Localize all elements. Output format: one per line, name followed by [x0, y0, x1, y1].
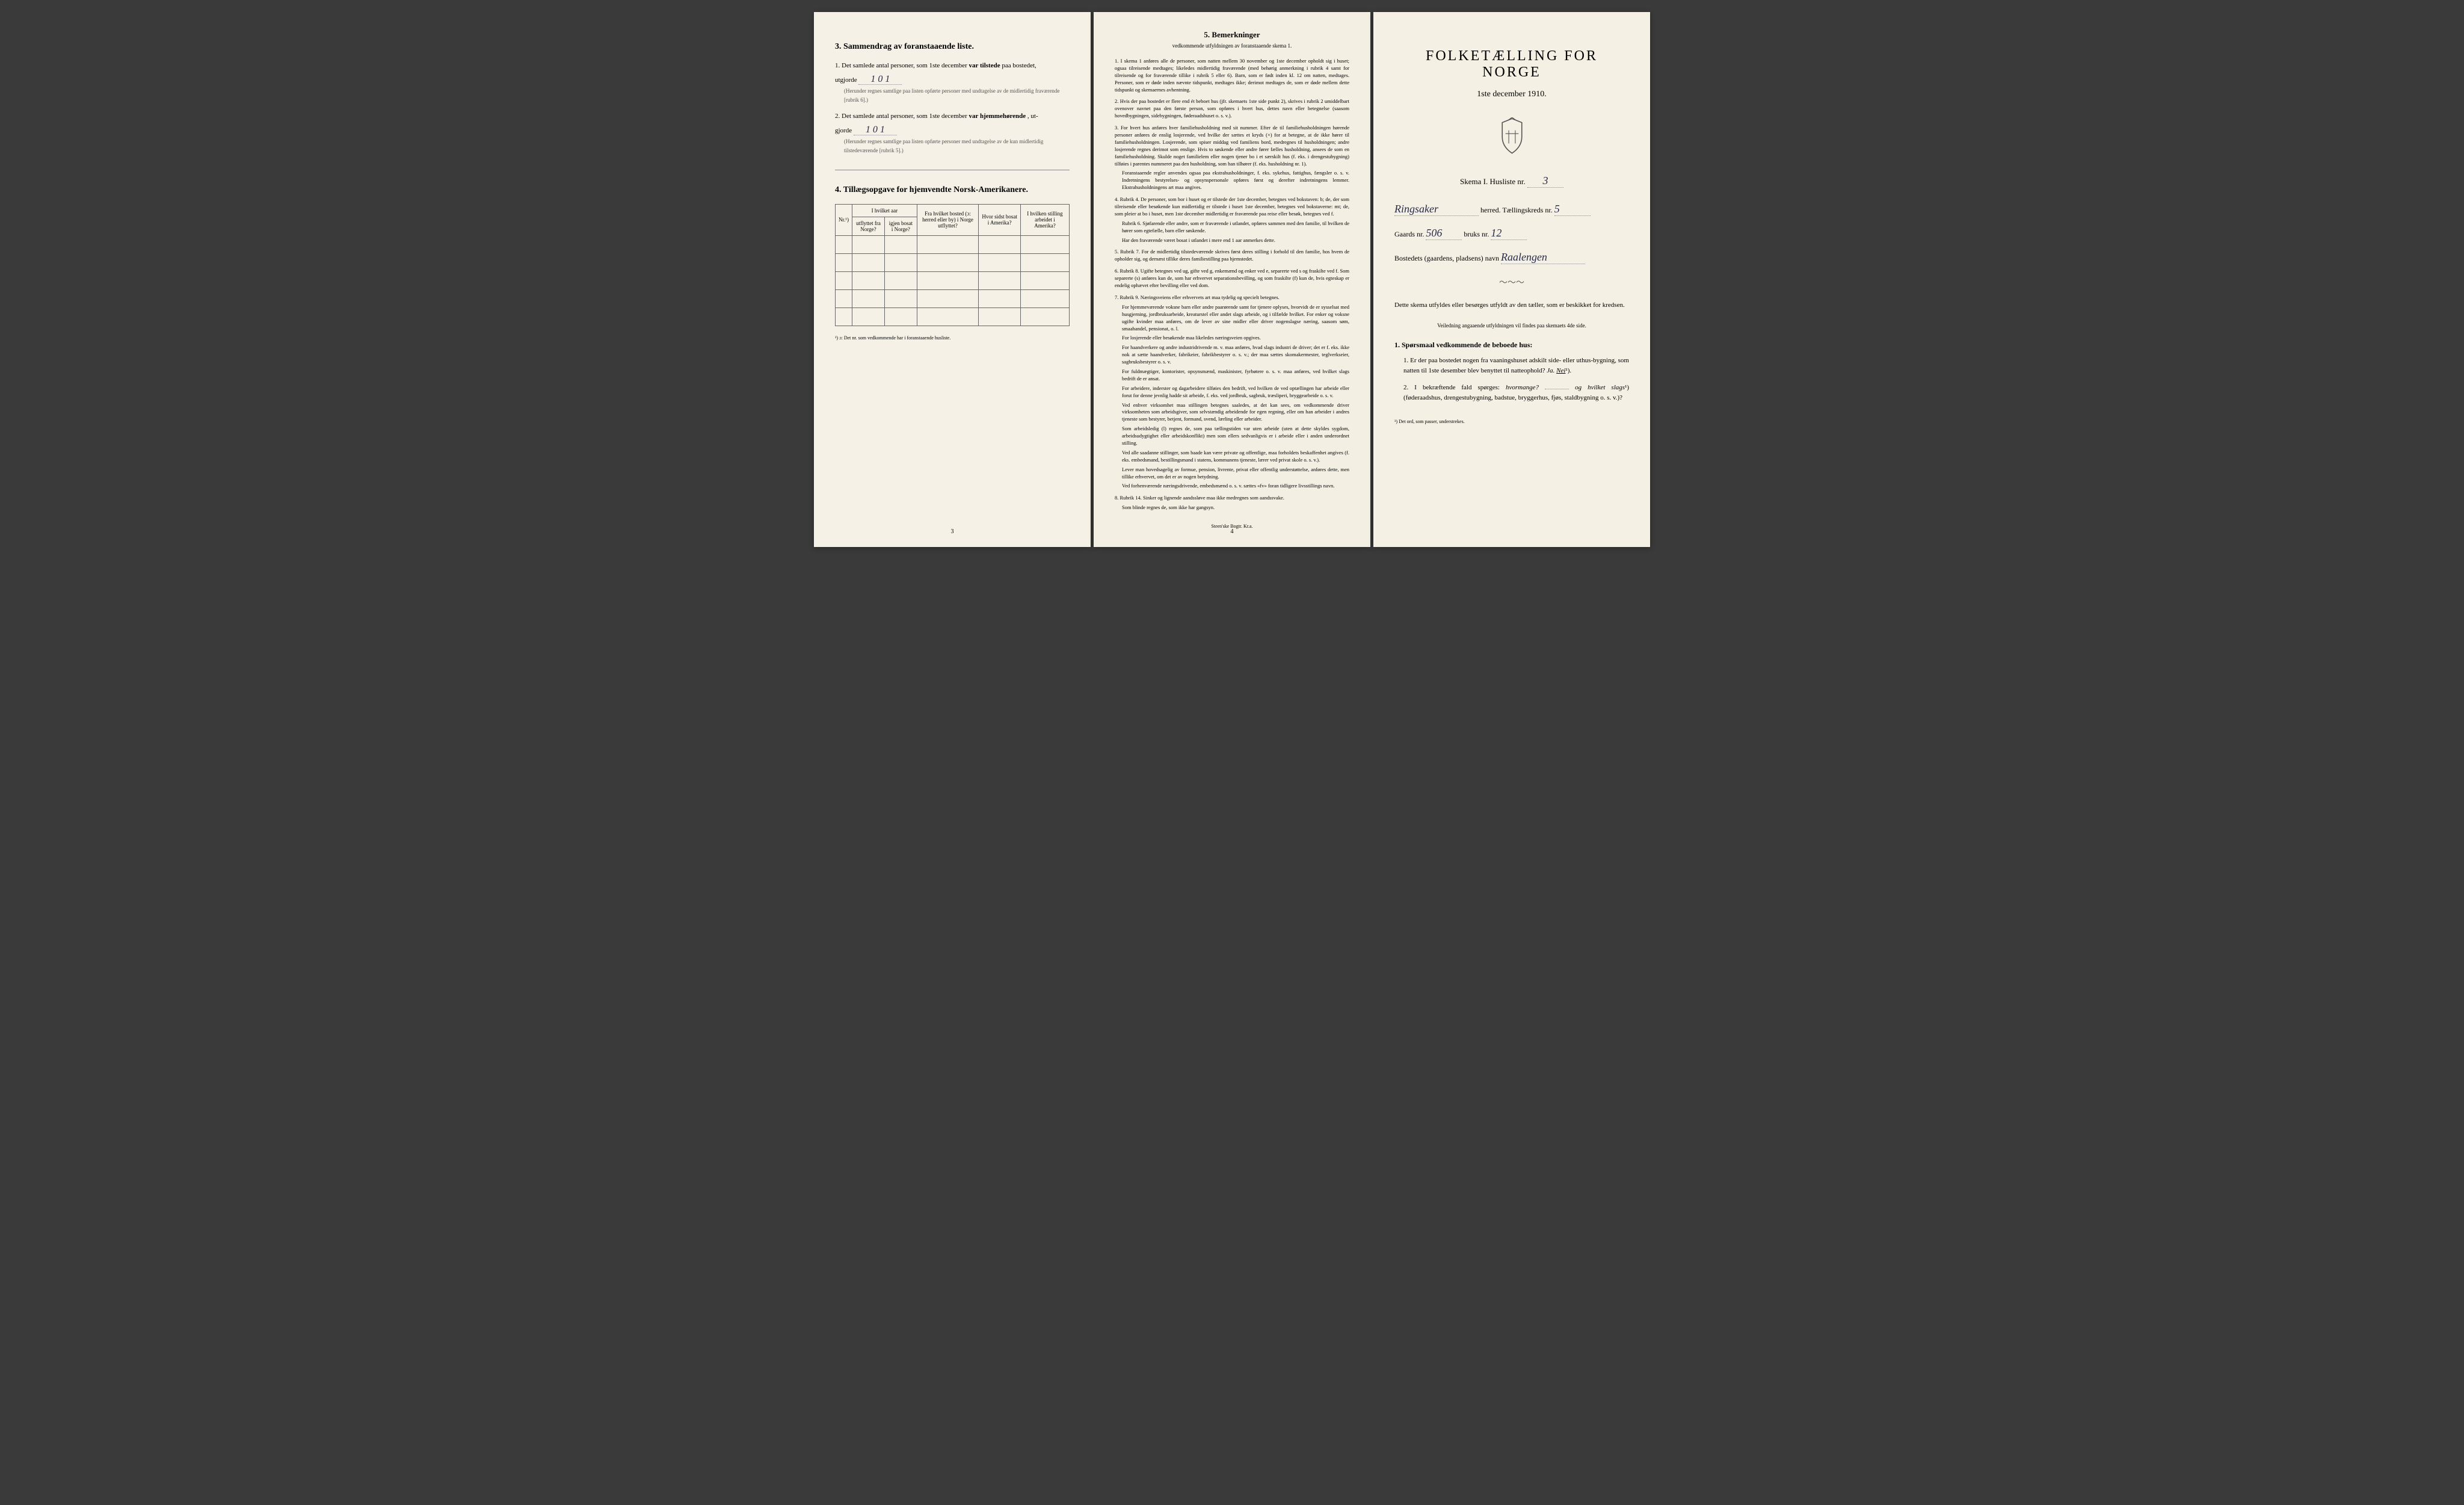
remark-sub: Lever man hovedsagelig av formue, pensio…	[1115, 466, 1349, 481]
q1-ja: Ja.	[1547, 367, 1554, 374]
item1: 1. Det samlede antal personer, som 1ste …	[835, 61, 1070, 104]
q1-nei: Nei	[1556, 367, 1565, 374]
th-aar: I hvilket aar	[852, 204, 917, 217]
remark-sub: For arbeidere, inderster og dagarbeidere…	[1115, 385, 1349, 400]
skema-line: Skema I. Husliste nr. 3	[1394, 175, 1629, 188]
q2-mid: og	[1575, 384, 1582, 391]
remark-item: 2. Hvis der paa bostedet er flere end ét…	[1115, 98, 1349, 120]
item1-prefix: 1. Det samlede antal personer, som 1ste …	[835, 62, 967, 69]
remark-sub: Som blinde regnes de, som ikke har gangs…	[1115, 504, 1349, 511]
crest-icon	[1495, 117, 1529, 156]
question-2: 2. I bekræftende fald spørges: hvormange…	[1403, 383, 1629, 404]
herred-label: herred. Tællingskreds nr.	[1480, 206, 1553, 214]
q1-text: Er der paa bostedet nogen fra vaaningshu…	[1403, 357, 1629, 375]
item2-value: 1 0 1	[854, 125, 897, 135]
remark-item: 6. Rubrik 8. Ugifte betegnes ved ug, gif…	[1115, 268, 1349, 289]
item2-note: (Herunder regnes samtlige paa listen opf…	[844, 137, 1070, 155]
remark-sub: For hjemmeværende voksne barn eller andr…	[1115, 304, 1349, 333]
item2-prefix: 2. Det samlede antal personer, som 1ste …	[835, 113, 967, 120]
footnote: ¹) Det ord, som passer, understrekes.	[1394, 419, 1629, 424]
page-num-1: 3	[951, 528, 954, 535]
remark-sub: For losjerende eller besøkende maa likel…	[1115, 335, 1349, 342]
remark-sub: For fuldmægtiger, kontorister, opsynsmæn…	[1115, 368, 1349, 383]
remark-item: 1. I skema 1 anføres alle de personer, s…	[1115, 58, 1349, 93]
census-document: 3. Sammendrag av foranstaaende liste. 1.…	[814, 12, 1650, 547]
section3-title: 3. Sammendrag av foranstaaende liste.	[835, 42, 1070, 52]
remark-sub: Ved alle saadanne stillinger, som baade …	[1115, 450, 1349, 464]
table-row	[836, 271, 1070, 289]
gaards-value: 506	[1426, 227, 1462, 240]
q2-text: I bekræftende fald spørges:	[1414, 384, 1500, 391]
kreds-value: 5	[1554, 203, 1591, 216]
remark-sub: Ved forhenværende næringsdrivende, embed…	[1115, 483, 1349, 490]
item1-bold: var tilstede	[969, 62, 1000, 69]
page-2: 5. Bemerkninger vedkommende utfyldningen…	[1094, 12, 1370, 547]
q1-num: 1.	[1403, 357, 1408, 364]
bosted-line: Bostedets (gaardens, pladsens) navn Raal…	[1394, 251, 1629, 264]
table-row	[836, 289, 1070, 307]
th-stilling: I hvilken stilling arbeidet i Amerika?	[1020, 204, 1069, 235]
remark-item: 8. Rubrik 14. Sinker og lignende aandssl…	[1115, 495, 1349, 511]
section5-title: 5. Bemerkninger	[1115, 30, 1349, 40]
q2-italic2: hvilket slags	[1588, 384, 1625, 391]
main-title: FOLKETÆLLING FOR NORGE	[1394, 48, 1629, 81]
skema-value: 3	[1527, 175, 1563, 188]
th-utflyttet: utflyttet fra Norge?	[852, 217, 884, 235]
remark-item: 4. Rubrik 4. De personer, som bor i huse…	[1115, 196, 1349, 244]
th-amerika: Hvor sidst bosat i Amerika?	[979, 204, 1021, 235]
remark-item: 3. For hvert hus anføres hver familiehus…	[1115, 125, 1349, 191]
gaards-line: Gaards nr. 506 bruks nr. 12	[1394, 227, 1629, 240]
page-1: 3. Sammendrag av foranstaaende liste. 1.…	[814, 12, 1091, 547]
item1-suffix: paa bostedet,	[1002, 62, 1036, 69]
q2-text2: (føderaadshus, drengestubygning, badstue…	[1403, 394, 1622, 401]
herred-value: Ringsaker	[1394, 203, 1479, 216]
th-bosat: igjen bosat i Norge?	[884, 217, 917, 235]
section5-subtitle: vedkommende utfyldningen av foranstaaend…	[1115, 43, 1349, 49]
remarks-list: 1. I skema 1 anføres alle de personer, s…	[1115, 58, 1349, 511]
table-row	[836, 307, 1070, 326]
item2-suffix: , ut-	[1027, 113, 1038, 120]
remark-sub: Har den fraværende været bosat i utlande…	[1115, 237, 1349, 244]
item2: 2. Det samlede antal personer, som 1ste …	[835, 111, 1070, 155]
item2-line2: gjorde	[835, 127, 852, 134]
instruction-small: Veiledning angaaende utfyldningen vil fi…	[1394, 323, 1629, 329]
bosted-label: Bostedets (gaardens, pladsens) navn	[1394, 254, 1499, 262]
skema-label: Skema I. Husliste nr.	[1460, 177, 1526, 186]
q1-header: 1. Spørsmaal vedkommende de beboede hus:	[1394, 341, 1629, 350]
q1-sup: ¹).	[1565, 367, 1571, 374]
coat-of-arms	[1394, 117, 1629, 159]
item2-bold: var hjemmehørende	[969, 113, 1026, 120]
table-row	[836, 235, 1070, 253]
gaards-label: Gaards nr.	[1394, 230, 1424, 238]
q2-italic1: hvormange?	[1506, 384, 1539, 391]
remark-sub: Som arbeidsledig (l) regnes de, som paa …	[1115, 425, 1349, 447]
amerikanere-table: Nr.¹) I hvilket aar Fra hvilket bosted (…	[835, 204, 1070, 326]
instruction: Dette skema utfyldes eller besørges utfy…	[1394, 300, 1629, 311]
page-num-2: 4	[1231, 528, 1234, 535]
section4-title: 4. Tillægsopgave for hjemvendte Norsk-Am…	[835, 185, 1070, 195]
th-bosted: Fra hvilket bosted (ɔ: herred eller by) …	[917, 204, 979, 235]
remark-item: 5. Rubrik 7. For de midlertidig tilstede…	[1115, 249, 1349, 263]
item1-value: 1 0 1	[858, 74, 902, 85]
remark-item: 7. Rubrik 9. Næringsveiens eller erhverv…	[1115, 294, 1349, 490]
remark-sub: Foranstaaende regler anvendes ogsaa paa …	[1115, 170, 1349, 191]
question-1: 1. Er der paa bostedet nogen fra vaaning…	[1403, 356, 1629, 377]
table-row	[836, 253, 1070, 271]
bosted-value: Raalengen	[1501, 251, 1585, 264]
bruks-value: 12	[1491, 227, 1527, 240]
item1-line2: utgjorde	[835, 76, 857, 84]
th-nr: Nr.¹)	[836, 204, 852, 235]
herred-line: Ringsaker herred. Tællingskreds nr. 5	[1394, 203, 1629, 216]
bruks-label: bruks nr.	[1464, 230, 1489, 238]
title-date: 1ste december 1910.	[1394, 90, 1629, 99]
remark-sub: Rubrik 6. Sjøfarende eller andre, som er…	[1115, 220, 1349, 235]
flourish: ～～～	[1394, 276, 1629, 288]
item1-note: (Herunder regnes samtlige paa listen opf…	[844, 87, 1070, 104]
remark-sub: For haandverkere og andre industridriven…	[1115, 344, 1349, 366]
remark-sub: Ved enhver virksomhet maa stillingen bet…	[1115, 402, 1349, 424]
q2-num: 2.	[1403, 384, 1408, 391]
table-note: ¹) ɔ: Det nr. som vedkommende har i fora…	[835, 335, 1070, 341]
q2-sup: ¹)	[1625, 384, 1629, 391]
page-3: FOLKETÆLLING FOR NORGE 1ste december 191…	[1373, 12, 1650, 547]
